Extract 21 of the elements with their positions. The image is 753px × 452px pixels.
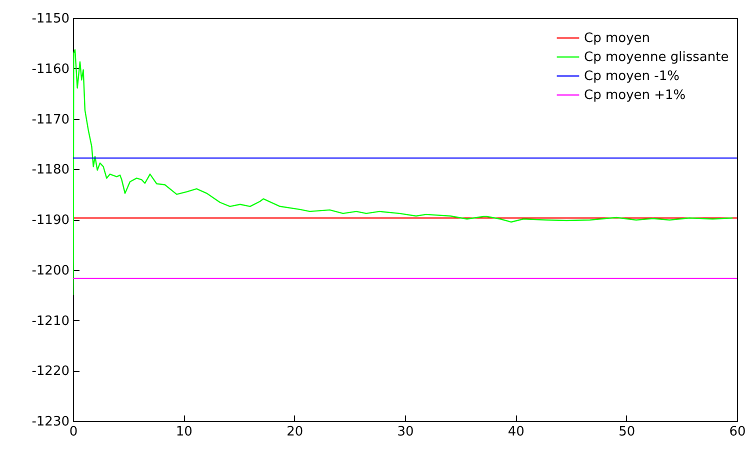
- y-tick-label: -1220: [32, 364, 70, 380]
- x-tick-label: 50: [618, 424, 636, 440]
- x-tick-label: 30: [397, 424, 414, 440]
- y-tick-label: -1180: [32, 162, 70, 178]
- legend-label: Cp moyen: [584, 31, 650, 46]
- y-tick-label: -1230: [32, 414, 70, 430]
- y-tick-label: -1160: [32, 62, 70, 77]
- x-tick-label: 0: [69, 424, 78, 440]
- y-tick-label: -1210: [32, 314, 70, 329]
- y-tick-label: -1170: [32, 112, 70, 128]
- x-tick-label: 20: [286, 424, 304, 440]
- legend-label: Cp moyen -1%: [584, 69, 680, 84]
- x-tick-label: 60: [729, 424, 746, 440]
- y-tick-label: -1150: [32, 12, 70, 26]
- x-tick-label: 10: [176, 424, 192, 440]
- line-series: [73, 49, 734, 296]
- x-tick-label: 40: [508, 424, 524, 440]
- legend-label: Cp moyenne glissante: [584, 50, 729, 65]
- legend-label: Cp moyen +1%: [584, 88, 686, 103]
- y-tick-label: -1190: [32, 213, 70, 228]
- y-tick-label: -1200: [32, 263, 70, 278]
